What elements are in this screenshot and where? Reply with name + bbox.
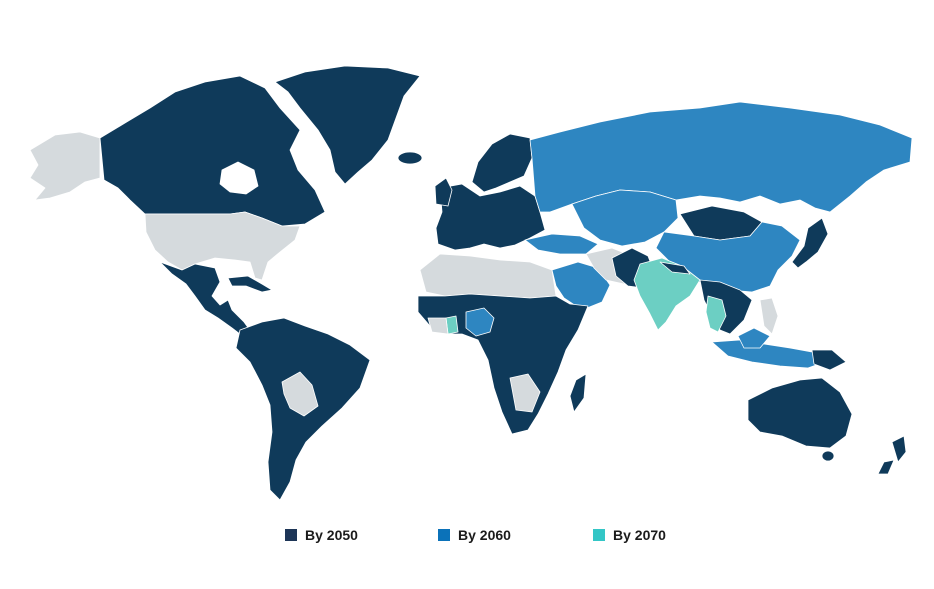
legend-swatch-2050 — [285, 529, 297, 541]
region-saudi-arabia — [551, 261, 611, 311]
legend-label-2050: By 2050 — [305, 527, 358, 543]
region-nepal — [659, 261, 691, 275]
region-australia — [747, 377, 853, 449]
region-west-africa-pale — [427, 317, 449, 335]
region-canada — [99, 75, 326, 227]
region-british-isles — [434, 177, 453, 207]
legend-label-2070: By 2070 — [613, 527, 666, 543]
region-alaska — [29, 131, 101, 201]
region-europe — [435, 183, 546, 251]
world-map-svg — [29, 65, 913, 501]
region-tasmania — [821, 450, 835, 462]
region-caribbean — [227, 275, 273, 293]
region-mexico-central-america — [159, 261, 253, 339]
legend-swatch-2070 — [593, 529, 605, 541]
region-mongolia — [679, 205, 763, 241]
region-north-africa — [419, 253, 557, 299]
legend-swatch-2060 — [438, 529, 450, 541]
region-central-asia — [571, 189, 679, 247]
region-thailand — [705, 295, 727, 333]
legend-item-2070: By 2070 — [593, 524, 666, 546]
region-usa — [144, 211, 301, 281]
region-india — [633, 257, 701, 331]
legend-label-2060: By 2060 — [458, 527, 511, 543]
region-philippines — [759, 297, 779, 335]
region-borneo — [737, 327, 771, 349]
world-map — [29, 65, 913, 501]
region-papua-new-guinea — [811, 349, 847, 371]
region-hudson-bay — [219, 161, 259, 195]
region-greenland — [274, 65, 421, 185]
region-scandinavia — [471, 133, 533, 193]
region-sub-saharan-africa — [417, 293, 589, 435]
legend: By 2050 By 2060 By 2070 — [0, 524, 934, 546]
legend-item-2050: By 2050 — [285, 524, 358, 546]
region-new-zealand — [877, 435, 907, 475]
region-nigeria — [465, 307, 495, 337]
region-turkey — [524, 233, 599, 255]
region-southern-africa-pale — [509, 373, 541, 413]
region-japan — [791, 217, 829, 269]
legend-item-2060: By 2060 — [438, 524, 511, 546]
region-madagascar — [569, 373, 587, 413]
region-bolivia-paraguay — [281, 371, 319, 417]
region-russia — [529, 101, 913, 213]
region-iceland — [397, 151, 423, 165]
